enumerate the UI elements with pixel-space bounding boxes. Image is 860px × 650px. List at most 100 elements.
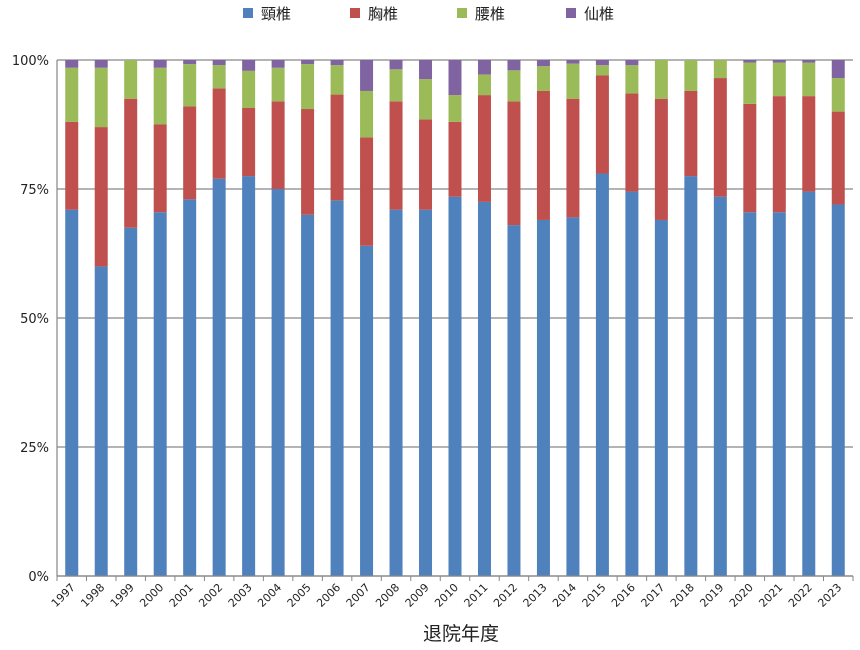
x-tick-label: 2003: [226, 581, 255, 610]
bar-segment-2000-仙椎: [153, 60, 167, 68]
bar-segment-2012-胸椎: [507, 101, 521, 226]
bar-segment-2012-仙椎: [507, 60, 521, 71]
bar-segment-2010-仙椎: [448, 60, 462, 96]
legend: 頸椎 胸椎 腰椎 仙椎: [243, 5, 614, 23]
y-tick-label: 0%: [28, 570, 49, 585]
bar-segment-1997-仙椎: [65, 60, 79, 68]
bar-segment-2003-胸椎: [242, 107, 256, 177]
bar-segment-2001-腰椎: [183, 64, 197, 107]
legend-swatch-仙椎: [566, 8, 576, 18]
x-tick-label: 2020: [727, 581, 756, 610]
x-tick-label: 2021: [756, 581, 785, 610]
bar-segment-2013-頸椎: [536, 219, 550, 576]
bar-segment-2018-腰椎: [684, 60, 698, 91]
bar-segment-1997-頸椎: [65, 209, 79, 576]
x-tick-label: 2014: [550, 581, 579, 610]
bar-segment-1998-仙椎: [94, 60, 108, 68]
bar-segment-2003-仙椎: [242, 60, 256, 71]
bar-segment-2019-頸椎: [713, 196, 727, 577]
bar-segment-2022-仙椎: [802, 60, 816, 63]
bar-segment-2023-胸椎: [831, 111, 845, 205]
x-tick-label: 2006: [314, 581, 343, 610]
bar-segment-2018-頸椎: [684, 176, 698, 576]
bar-segment-1999-腰椎: [124, 60, 138, 99]
bar-segment-2005-胸椎: [301, 109, 315, 215]
x-tick-label: 1999: [108, 581, 137, 610]
bar-segment-2020-仙椎: [743, 60, 757, 63]
x-tick-labels: 1997 1998 1999 2000 2001 2002 2003 2004 2005 2006…: [49, 581, 845, 610]
bar-segment-1997-腰椎: [65, 67, 79, 122]
bar-segment-2000-頸椎: [153, 212, 167, 576]
bar-segment-2013-腰椎: [536, 66, 550, 91]
bar-segment-2009-仙椎: [419, 60, 433, 80]
x-axis-label: 退院年度: [423, 623, 499, 645]
bar-segment-2015-仙椎: [595, 60, 609, 66]
bar-segment-2023-腰椎: [831, 78, 845, 112]
bar-segment-2003-腰椎: [242, 70, 256, 108]
bar-segment-1998-頸椎: [94, 266, 108, 576]
bar-segment-2006-頸椎: [330, 200, 344, 576]
bar-segment-2021-仙椎: [772, 60, 786, 63]
bar-segment-2007-頸椎: [360, 245, 374, 576]
bar-segment-2005-頸椎: [301, 214, 315, 577]
legend-label: 仙椎: [584, 5, 614, 23]
bar-segment-2008-胸椎: [389, 101, 403, 210]
bar-segment-2022-胸椎: [802, 96, 816, 192]
legend-swatch-胸椎: [350, 8, 360, 18]
bars: [65, 60, 845, 577]
bar-segment-2006-仙椎: [330, 60, 344, 66]
bar-segment-2006-胸椎: [330, 94, 344, 201]
bar-segment-2007-胸椎: [360, 137, 374, 246]
legend-label: 腰椎: [475, 5, 505, 23]
x-tick-label: 2004: [255, 581, 284, 610]
bar-segment-2021-頸椎: [772, 212, 786, 576]
x-tick-label: 2010: [432, 581, 461, 610]
x-tick-label: 2001: [167, 581, 196, 610]
bar-segment-2007-腰椎: [360, 90, 374, 138]
x-tick-label: 2023: [815, 581, 844, 610]
legend-label: 頸椎: [261, 5, 291, 23]
bar-segment-2022-頸椎: [802, 191, 816, 576]
bar-segment-2011-胸椎: [477, 95, 491, 202]
bar-segment-2017-頸椎: [654, 219, 668, 576]
bar-segment-2000-腰椎: [153, 67, 167, 125]
bar-segment-2004-仙椎: [271, 60, 285, 68]
legend-swatch-頸椎: [243, 8, 253, 18]
bar-segment-2004-胸椎: [271, 101, 285, 189]
axes: [56, 60, 854, 581]
bar-segment-2012-腰椎: [507, 70, 521, 102]
bar-segment-2007-仙椎: [360, 60, 374, 91]
bar-segment-2019-腰椎: [713, 60, 727, 79]
bar-segment-1998-胸椎: [94, 127, 108, 267]
x-tick-label: 2019: [697, 581, 726, 610]
x-tick-label: 2018: [668, 581, 697, 610]
bar-segment-2003-頸椎: [242, 176, 256, 576]
bar-segment-2008-腰椎: [389, 69, 403, 102]
bar-segment-2009-胸椎: [419, 119, 433, 210]
bar-segment-2005-腰椎: [301, 64, 315, 110]
x-tick-label: 2005: [285, 581, 314, 610]
bar-segment-1997-胸椎: [65, 121, 79, 210]
bar-segment-2020-頸椎: [743, 212, 757, 576]
bar-segment-2000-胸椎: [153, 124, 167, 213]
x-tick-label: 2007: [344, 581, 373, 610]
bar-segment-2020-胸椎: [743, 103, 757, 213]
x-tick-label: 2012: [491, 581, 520, 610]
bar-segment-2021-胸椎: [772, 96, 786, 213]
bar-segment-1999-胸椎: [124, 98, 138, 228]
x-tick-label: 2017: [639, 581, 668, 610]
bar-segment-2002-胸椎: [212, 88, 226, 179]
bar-segment-2019-胸椎: [713, 78, 727, 197]
bar-segment-2009-腰椎: [419, 79, 433, 120]
bar-segment-2006-腰椎: [330, 65, 344, 95]
bar-segment-2009-頸椎: [419, 209, 433, 576]
bar-segment-2008-頸椎: [389, 209, 403, 576]
x-tick-label: 1997: [49, 581, 78, 610]
bar-segment-2016-胸椎: [625, 93, 639, 192]
x-tick-label: 2011: [462, 581, 491, 610]
bar-segment-2015-腰椎: [595, 65, 609, 76]
bar-segment-2001-頸椎: [183, 199, 197, 576]
bar-segment-2004-頸椎: [271, 189, 285, 576]
bar-segment-2015-頸椎: [595, 173, 609, 576]
